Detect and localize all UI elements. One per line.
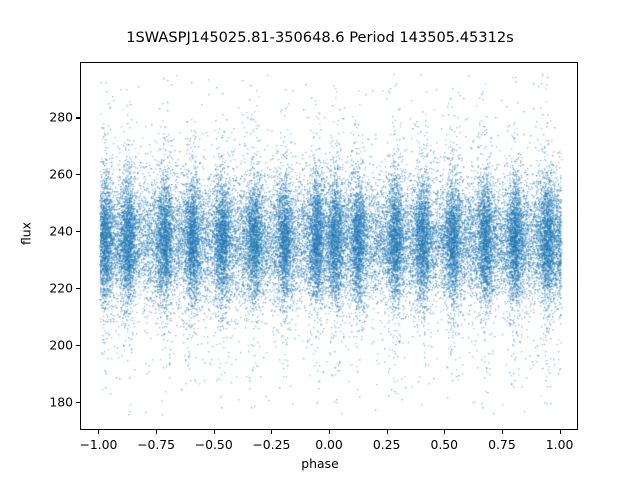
- x-tick-mark: [386, 430, 388, 434]
- x-tick-mark: [559, 430, 561, 434]
- x-tick-label: −0.75: [137, 437, 176, 452]
- x-tick-label: 0.00: [315, 437, 343, 452]
- chart-title: 1SWASPJ145025.81-350648.6 Period 143505.…: [126, 29, 514, 46]
- y-tick-mark: [76, 174, 80, 176]
- x-tick-label: 0.50: [430, 437, 459, 452]
- x-tick-label: 1.00: [545, 437, 574, 452]
- x-tick-label: 0.25: [372, 437, 401, 452]
- x-tick-mark: [156, 430, 158, 434]
- x-tick-label: 0.75: [488, 437, 516, 452]
- y-tick-mark: [76, 231, 80, 233]
- x-axis-label: phase: [301, 456, 339, 471]
- y-tick-mark: [76, 345, 80, 347]
- y-tick-mark: [76, 288, 80, 290]
- x-axis-tick-labels: −1.00 −0.75 −0.50 −0.25 0.00 0.25 0.50 0.75 1.00: [0, 437, 640, 457]
- x-tick-mark: [501, 430, 503, 434]
- y-axis-tick-labels: 180 200 220 240 260 280: [0, 0, 73, 480]
- x-tick-label: −1.00: [79, 437, 118, 452]
- x-tick-label: −0.25: [252, 437, 291, 452]
- x-tick-mark: [98, 430, 100, 434]
- x-tick-label: −0.50: [194, 437, 233, 452]
- plot-axes: [80, 62, 578, 430]
- y-tick-mark: [76, 402, 80, 404]
- y-tick-label: 260: [49, 166, 73, 182]
- x-tick-mark: [271, 430, 273, 434]
- y-tick-mark: [76, 117, 80, 119]
- y-tick-label: 240: [49, 223, 73, 239]
- x-tick-mark: [444, 430, 446, 434]
- y-tick-label: 180: [49, 394, 73, 410]
- y-tick-label: 200: [49, 337, 73, 353]
- y-axis-label: flux: [18, 222, 34, 245]
- x-tick-mark: [329, 430, 331, 434]
- scatter-points-canvas: [81, 63, 577, 429]
- y-tick-label: 220: [49, 280, 73, 296]
- x-tick-mark: [213, 430, 215, 434]
- y-tick-label: 280: [49, 109, 73, 125]
